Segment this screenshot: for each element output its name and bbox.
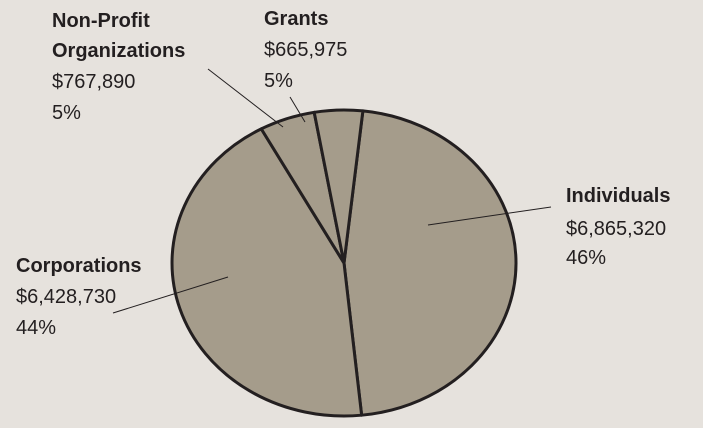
- label-non-profit-percent: 5%: [52, 102, 81, 124]
- slice-individuals: [342, 109, 518, 417]
- label-non-profit-value: $767,890: [52, 71, 135, 93]
- label-individuals: Individuals $6,865,320 46%: [566, 185, 670, 269]
- label-non-profit-name-line1: Non-Profit: [52, 10, 150, 32]
- label-grants: Grants $665,975 5%: [264, 8, 347, 92]
- leader-individuals: [427, 206, 552, 226]
- label-individuals-name: Individuals: [566, 185, 670, 207]
- leader-lines: [112, 68, 552, 314]
- label-grants-name: Grants: [264, 8, 328, 30]
- label-grants-percent: 5%: [264, 70, 293, 92]
- label-corporations: Corporations $6,428,730 44%: [16, 255, 142, 339]
- pie-slices: [170, 108, 518, 418]
- slice-corporations: [170, 127, 364, 418]
- label-grants-value: $665,975: [264, 39, 347, 61]
- label-non-profit: Non-Profit Organizations $767,890 5%: [52, 10, 185, 124]
- label-individuals-percent: 46%: [566, 247, 606, 269]
- label-corporations-name: Corporations: [16, 255, 142, 277]
- label-corporations-value: $6,428,730: [16, 286, 116, 308]
- label-non-profit-name-line2: Organizations: [52, 40, 185, 62]
- leader-grants: [289, 96, 306, 123]
- leader-non-profit: [207, 68, 284, 128]
- slice-grants: [312, 108, 365, 265]
- leader-corporations: [112, 276, 229, 314]
- label-corporations-percent: 44%: [16, 317, 56, 339]
- label-individuals-value: $6,865,320: [566, 218, 666, 240]
